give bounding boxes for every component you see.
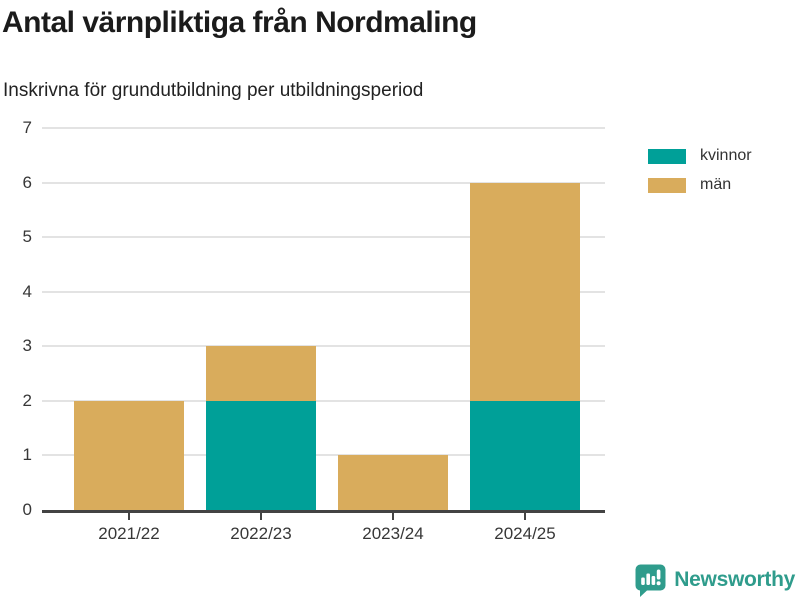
gridline-y-5 bbox=[42, 236, 605, 239]
x-tick bbox=[128, 513, 130, 520]
x-tick-label: 2021/22 bbox=[98, 524, 160, 543]
gridline-y-1 bbox=[42, 454, 605, 457]
x-tick bbox=[260, 513, 262, 520]
x-tick-label: 2024/25 bbox=[494, 524, 556, 543]
chart-subtitle: Inskrivna för grundutbildning per utbild… bbox=[3, 80, 424, 101]
bar-2024/25-män bbox=[470, 182, 580, 401]
chart-title: Antal värnpliktiga från Nordmaling bbox=[2, 6, 477, 39]
y-tick-label: 7 bbox=[22, 118, 32, 137]
brand-name: Newsworthy bbox=[674, 568, 795, 591]
y-tick-label: 3 bbox=[22, 336, 32, 356]
gridline-y-6 bbox=[42, 181, 605, 184]
bar-2023/24-män bbox=[338, 455, 448, 510]
plot-area: 0 1 2 3 4 5 6 7 2021/22 2022/23 2023/24 2024/25 bbox=[23, 118, 605, 543]
bar-chart-speech-bubble-icon bbox=[634, 563, 667, 597]
legend-label-kvinnor: kvinnor bbox=[700, 147, 752, 164]
x-tick bbox=[392, 513, 394, 520]
bar-2024/25-kvinnor bbox=[470, 400, 580, 510]
bar-2021/22-män bbox=[74, 400, 184, 510]
y-tick-label: 2 bbox=[22, 390, 32, 410]
brand-logo: Newsworthy bbox=[634, 563, 795, 597]
legend-label-män: män bbox=[700, 176, 732, 193]
bar-2022/23-män bbox=[206, 346, 316, 401]
y-tick-label: 6 bbox=[22, 172, 32, 192]
y-tick-label: 5 bbox=[22, 227, 32, 247]
gridline-y-7 bbox=[42, 127, 605, 129]
gridline-y-2 bbox=[42, 399, 605, 402]
x-tick bbox=[524, 513, 526, 520]
legend-item-kvinnor: kvinnor bbox=[648, 148, 752, 164]
gridline-y-3 bbox=[42, 345, 605, 348]
legend-swatch-män bbox=[648, 177, 686, 193]
bar-2022/23-kvinnor bbox=[206, 400, 316, 510]
legend: kvinnor män bbox=[648, 148, 752, 193]
gridline-y-4 bbox=[42, 290, 605, 293]
legend-item-män: män bbox=[648, 177, 752, 193]
y-tick-label: 1 bbox=[22, 445, 32, 465]
legend-swatch-kvinnor bbox=[648, 148, 686, 164]
x-tick-label: 2022/23 bbox=[230, 524, 292, 543]
y-tick-label: 4 bbox=[22, 281, 32, 301]
y-tick-label: 0 bbox=[22, 500, 32, 519]
x-tick-label: 2023/24 bbox=[362, 524, 424, 543]
